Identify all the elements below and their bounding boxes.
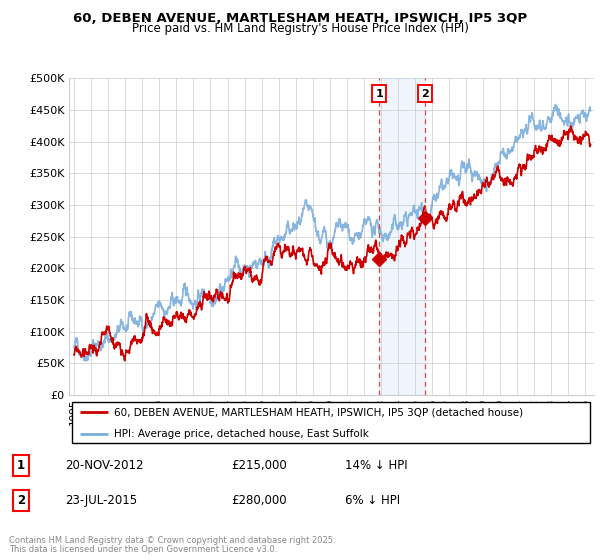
Text: 60, DEBEN AVENUE, MARTLESHAM HEATH, IPSWICH, IP5 3QP (detached house): 60, DEBEN AVENUE, MARTLESHAM HEATH, IPSW… [113,407,523,417]
Text: Contains HM Land Registry data © Crown copyright and database right 2025.: Contains HM Land Registry data © Crown c… [9,536,335,545]
Text: 6% ↓ HPI: 6% ↓ HPI [344,494,400,507]
Text: £215,000: £215,000 [232,459,287,472]
Text: 14% ↓ HPI: 14% ↓ HPI [344,459,407,472]
Text: Price paid vs. HM Land Registry's House Price Index (HPI): Price paid vs. HM Land Registry's House … [131,22,469,35]
Text: 1: 1 [17,459,25,472]
Text: This data is licensed under the Open Government Licence v3.0.: This data is licensed under the Open Gov… [9,545,277,554]
Text: 60, DEBEN AVENUE, MARTLESHAM HEATH, IPSWICH, IP5 3QP: 60, DEBEN AVENUE, MARTLESHAM HEATH, IPSW… [73,12,527,25]
Text: £280,000: £280,000 [232,494,287,507]
Text: 20-NOV-2012: 20-NOV-2012 [65,459,144,472]
Text: 2: 2 [17,494,25,507]
Bar [379,78,425,395]
FancyBboxPatch shape [71,402,590,443]
Text: 1: 1 [376,88,383,99]
Text: HPI: Average price, detached house, East Suffolk: HPI: Average price, detached house, East… [113,429,368,438]
Text: 2: 2 [421,88,429,99]
Text: 23-JUL-2015: 23-JUL-2015 [65,494,137,507]
